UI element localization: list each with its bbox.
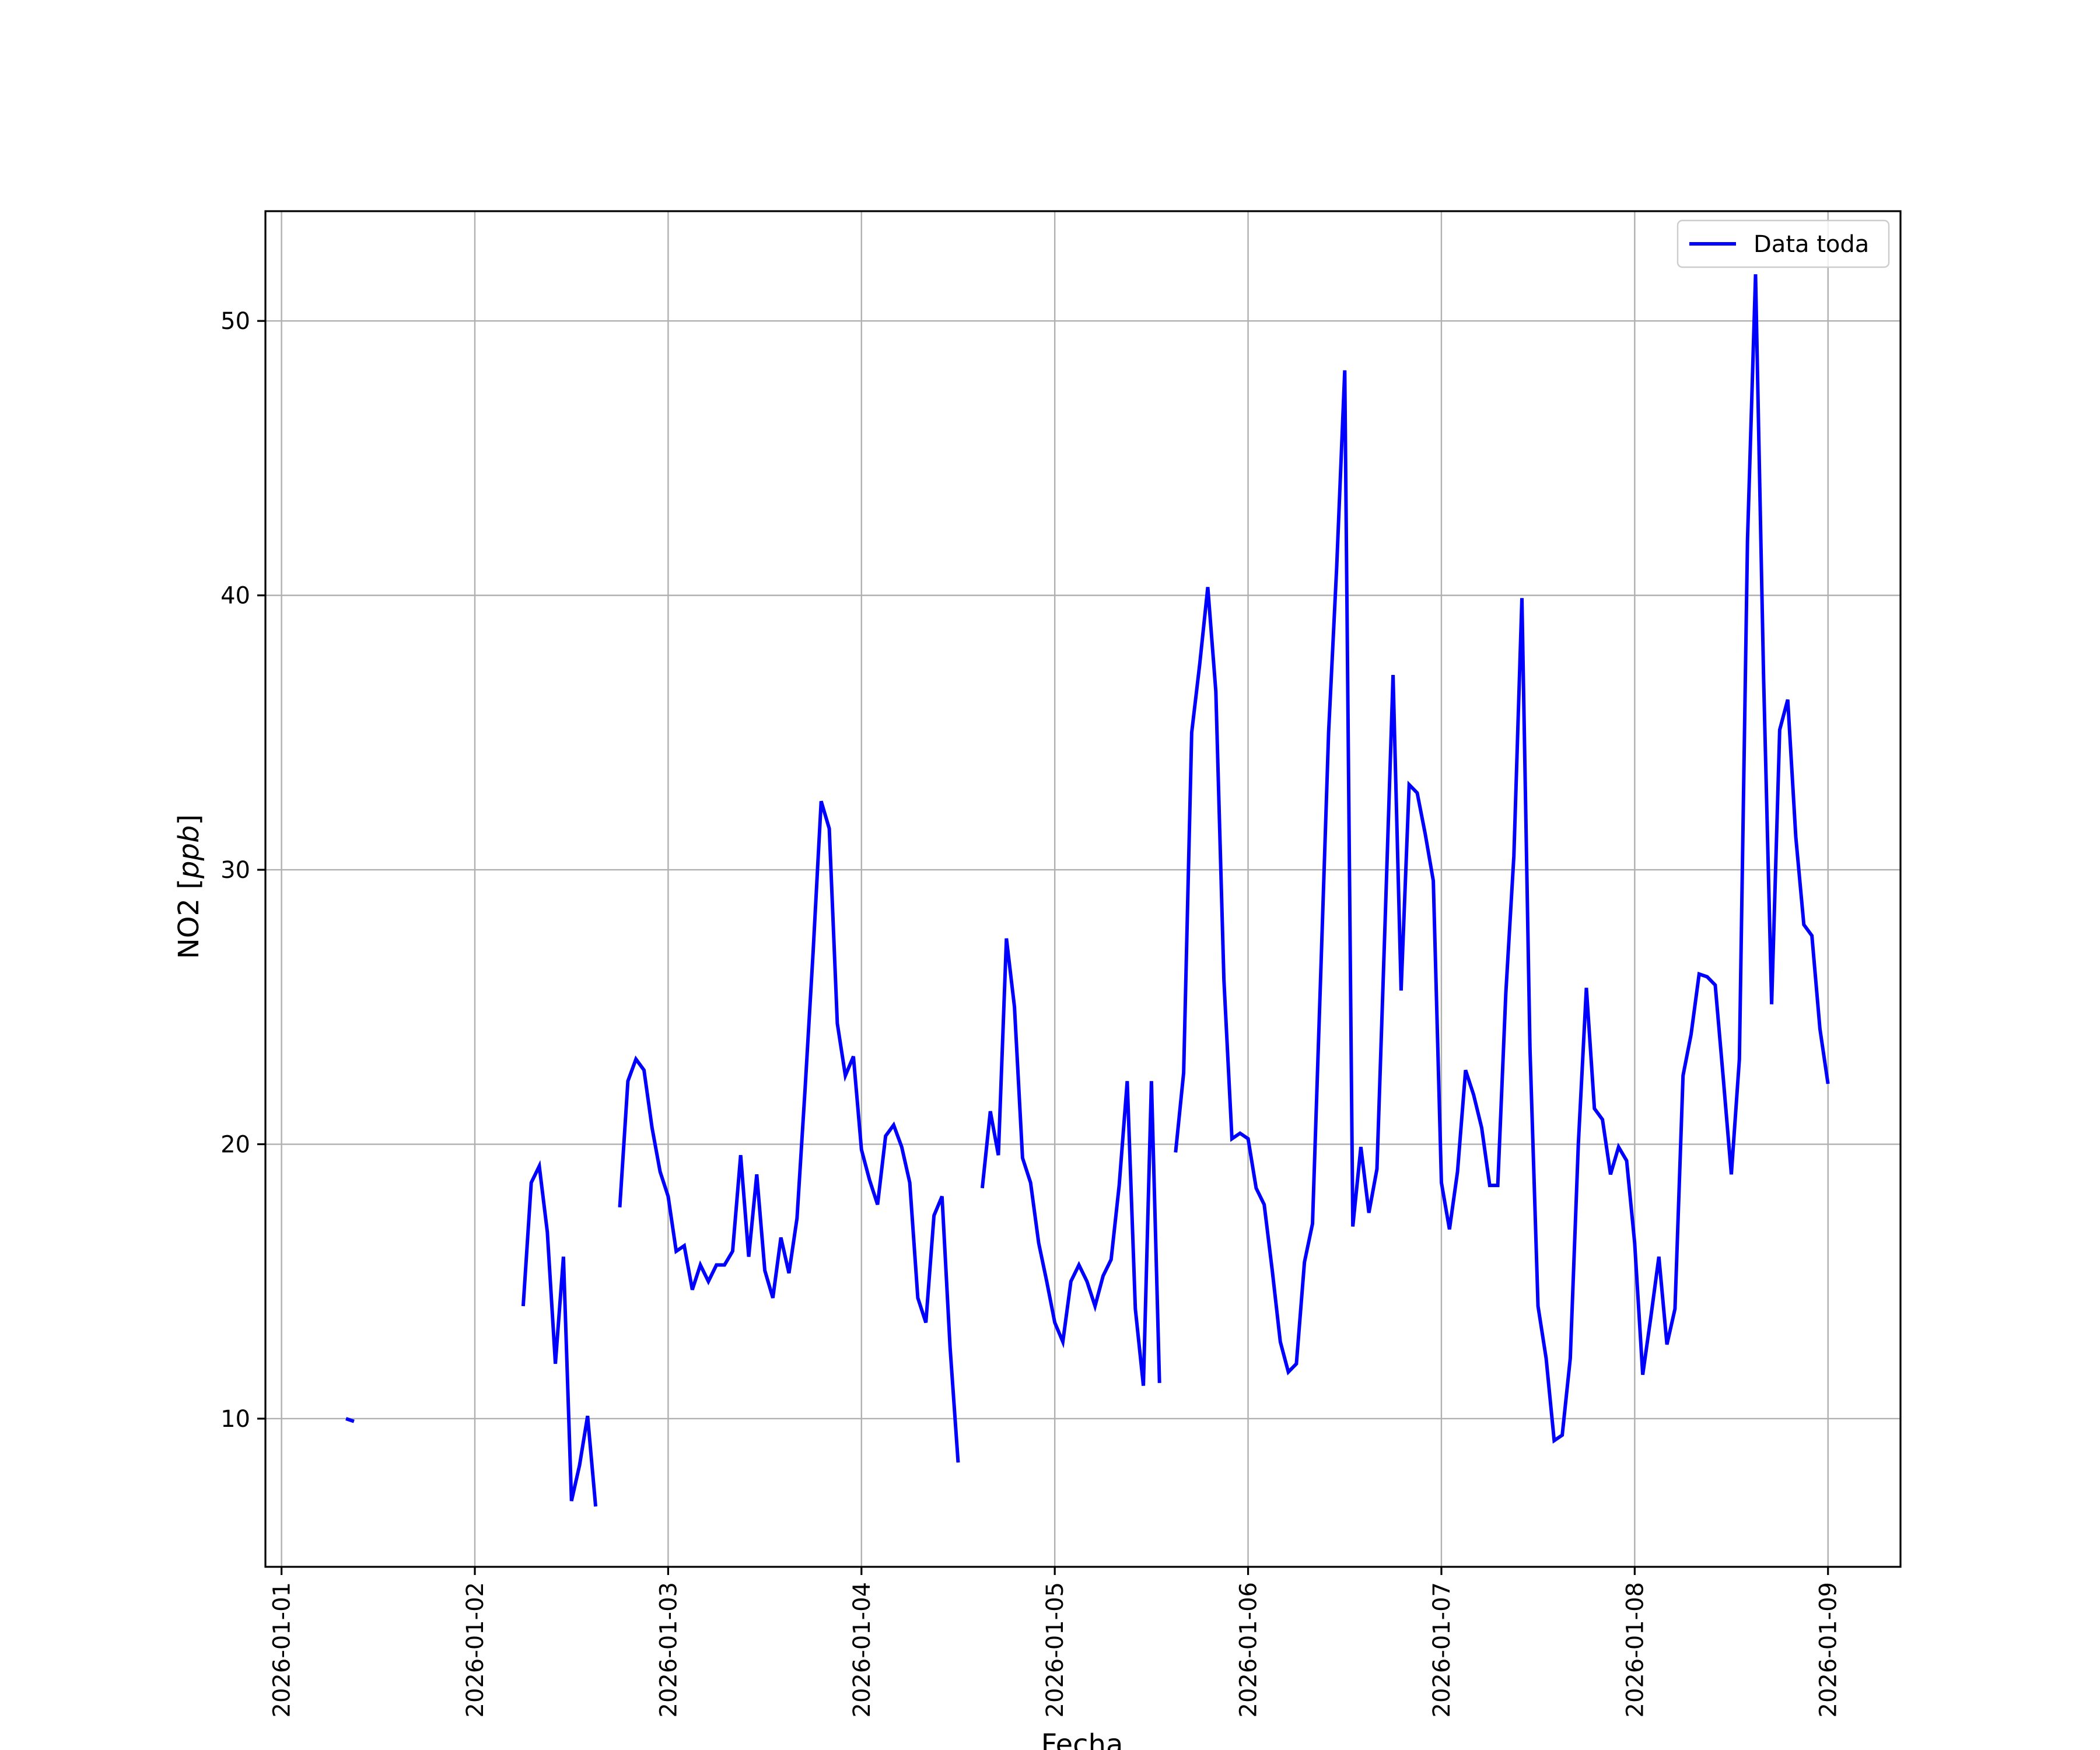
x-tick-label: 2026-01-04 <box>849 1582 876 1717</box>
series-line <box>980 938 1161 1386</box>
x-tick-label: 2026-01-01 <box>269 1582 296 1717</box>
x-tick-label: 2026-01-05 <box>1042 1582 1069 1717</box>
plot-area: 2026-01-01 2026-01-02 2026-01-03 2026-01-04… <box>220 210 1902 1717</box>
y-axis-label-main: NO2 [ <box>173 878 205 959</box>
legend-label: Data toda <box>1754 231 1869 258</box>
y-tick-label: 30 <box>220 857 250 884</box>
x-tick-label: 2026-01-06 <box>1236 1582 1262 1717</box>
y-tick-label: 50 <box>220 308 250 335</box>
y-axis-label-close: ] <box>173 814 205 825</box>
x-tick-label: 2026-01-09 <box>1815 1582 1842 1717</box>
x-tick-label: 2026-01-02 <box>462 1582 489 1717</box>
series-line <box>1174 274 1830 1444</box>
legend-box <box>1676 219 1890 268</box>
y-axis-label-unit: ppb <box>173 825 205 879</box>
series-line <box>618 800 960 1463</box>
series-line <box>345 1417 355 1423</box>
x-tick-label: 2026-01-07 <box>1429 1582 1455 1717</box>
x-tick-label: 2026-01-08 <box>1622 1582 1648 1717</box>
y-tick-label: 20 <box>220 1132 250 1158</box>
x-axis-label: Fecha <box>1041 1728 1124 1750</box>
y-tick-label: 40 <box>220 583 250 610</box>
y-axis-label: NO2 [ppb] <box>173 814 205 959</box>
axes-frame <box>264 210 1902 1568</box>
x-tick-label: 2026-01-03 <box>655 1582 682 1717</box>
series-line <box>521 1160 598 1507</box>
y-tick-label: 10 <box>220 1406 250 1433</box>
